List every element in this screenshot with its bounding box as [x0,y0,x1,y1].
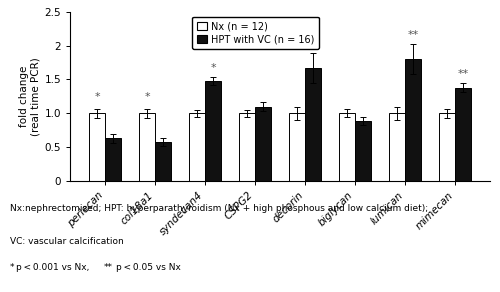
Text: **: ** [308,39,318,49]
Text: *: * [144,93,150,102]
Text: VC: vascular calcification: VC: vascular calcification [10,237,124,246]
Bar [339,113,355,181]
Bar [389,113,405,181]
Bar [189,113,205,181]
Text: **: ** [408,30,418,40]
Y-axis label: fold change
(real time PCR): fold change (real time PCR) [18,57,40,136]
Text: *: * [210,63,216,73]
Text: *: * [94,93,100,102]
Bar [139,113,155,181]
Text: **: ** [458,69,468,79]
Bar [239,113,255,181]
Text: p < 0.001 vs Nx,: p < 0.001 vs Nx, [16,263,92,272]
Bar [89,113,105,181]
Text: Nx:nephrectomised; HPT: hyperparathyroidism (Nx + high phosphous and low calcium: Nx:nephrectomised; HPT: hyperparathyroid… [10,204,428,213]
Bar [155,142,171,181]
Text: *: * [10,263,14,272]
Bar [289,113,305,181]
Bar [439,113,455,181]
Bar [405,59,421,181]
Text: p < 0.05 vs Nx: p < 0.05 vs Nx [116,263,181,272]
Bar [255,107,271,181]
Bar [355,121,371,181]
Text: **: ** [104,263,112,272]
Legend: Nx (n = 12), HPT with VC (n = 16): Nx (n = 12), HPT with VC (n = 16) [192,17,319,49]
Bar [205,81,221,181]
Bar [455,88,471,181]
Bar [305,68,321,181]
Bar [105,138,121,181]
